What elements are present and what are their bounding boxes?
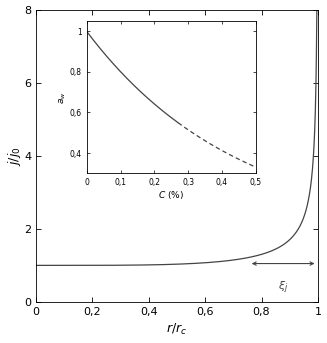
Text: $\xi_j$: $\xi_j$ (278, 279, 288, 296)
X-axis label: $r / r_c$: $r / r_c$ (166, 322, 187, 338)
Y-axis label: $j / j_0$: $j / j_0$ (6, 146, 23, 166)
